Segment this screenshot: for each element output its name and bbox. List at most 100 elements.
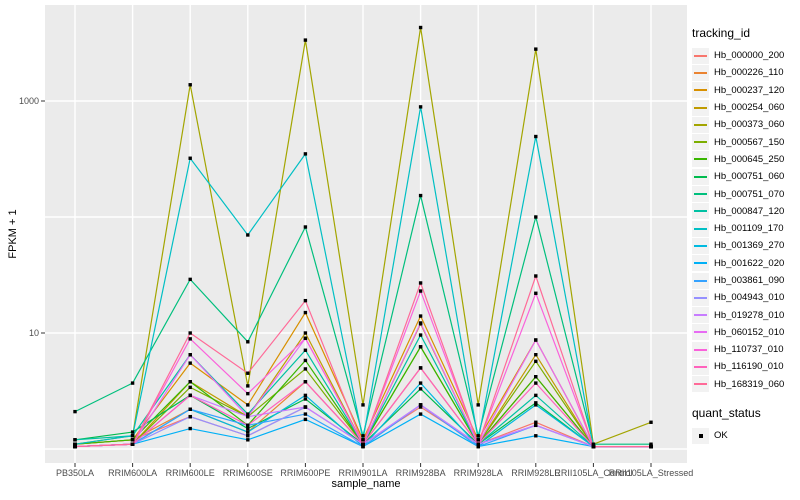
legend-key-swatch xyxy=(692,237,709,254)
legend-entry-label: Hb_000373_060 xyxy=(714,119,785,131)
legend-entry-Hb_000645_250: Hb_000645_250 xyxy=(692,151,798,168)
legend-entry-Hb_000751_060: Hb_000751_060 xyxy=(692,168,798,185)
data-point xyxy=(418,289,423,293)
legend-key-line xyxy=(694,106,707,109)
legend-entry-label: Hb_001369_270 xyxy=(714,240,785,252)
data-point xyxy=(534,134,538,139)
legend-entry-Hb_000567_150: Hb_000567_150 xyxy=(692,133,798,151)
legend-entry-label: Hb_116190_010 xyxy=(714,361,784,373)
legend-entry-Hb_110737_010: Hb_110737_010 xyxy=(692,341,798,358)
legend-key-swatch xyxy=(692,186,709,203)
data-point xyxy=(591,442,596,446)
x-tick-label: RRIM600LA xyxy=(108,468,157,478)
data-point xyxy=(188,414,192,419)
legend-key-line xyxy=(694,365,707,368)
data-point xyxy=(188,407,192,411)
data-point xyxy=(188,337,192,341)
data-point xyxy=(534,381,538,385)
legend-entry-label: Hb_000000_200 xyxy=(714,50,785,62)
legend-entry-Hb_000373_060: Hb_000373_060 xyxy=(692,116,798,133)
x-tick-label: RRIM901LA xyxy=(338,468,387,478)
y-axis-title: FPKM + 1 xyxy=(7,209,19,259)
legend-entry-label: Hb_000237_120 xyxy=(714,84,785,96)
data-point xyxy=(418,105,423,109)
data-point xyxy=(246,233,250,237)
data-point xyxy=(476,434,480,438)
legend-quant-status-block: quant_status OK xyxy=(692,406,798,444)
data-point xyxy=(418,321,423,325)
data-point xyxy=(303,393,308,398)
x-axis-title: sample_name xyxy=(331,478,401,490)
x-tick-label: RRIM600PE xyxy=(280,468,330,478)
legend-key-line xyxy=(694,89,707,92)
data-point xyxy=(418,403,423,407)
legend-entry-label: Hb_110737_010 xyxy=(714,344,784,356)
data-point xyxy=(418,387,423,391)
legend-key-line xyxy=(694,71,707,74)
legend-entry-label: Hb_001622_020 xyxy=(714,257,785,269)
data-point xyxy=(534,403,538,407)
quant-entries: OK xyxy=(692,427,798,444)
legend-key-line xyxy=(694,331,707,334)
data-point xyxy=(303,38,308,42)
data-point xyxy=(534,423,538,428)
legend-entries: Hb_000000_200 Hb_000226_110 Hb_000237_120 H… xyxy=(692,47,798,393)
legend-entry-label: Hb_060152_010 xyxy=(714,326,785,338)
data-point xyxy=(188,380,192,384)
legend-key-swatch xyxy=(692,203,709,220)
data-point xyxy=(418,405,423,409)
data-point xyxy=(649,442,653,446)
data-point xyxy=(476,438,480,442)
data-point xyxy=(361,403,365,407)
legend-key-swatch xyxy=(692,324,709,341)
data-point xyxy=(188,331,192,335)
data-point xyxy=(246,438,250,442)
legend-entry-label: Hb_168319_060 xyxy=(714,378,785,390)
legend-key-line xyxy=(694,279,707,282)
legend-key-swatch xyxy=(692,376,709,393)
data-point xyxy=(188,385,192,390)
data-point xyxy=(534,291,538,295)
data-point xyxy=(418,193,423,198)
legend-key-line xyxy=(694,348,707,351)
legend-entry-Hb_001109_170: Hb_001109_170 xyxy=(692,220,798,237)
legend-entry-label: Hb_000254_060 xyxy=(714,102,785,114)
data-point xyxy=(246,423,250,428)
data-point xyxy=(303,336,308,341)
data-point xyxy=(534,401,538,405)
data-point xyxy=(303,417,308,422)
legend-entry-Hb_000254_060: Hb_000254_060 xyxy=(692,99,798,116)
data-point xyxy=(246,391,250,396)
data-point xyxy=(534,215,538,219)
legend-key-swatch xyxy=(692,82,709,99)
x-tick-label: RRII105LA_Stressed xyxy=(609,468,694,478)
legend-entry-Hb_000847_120: Hb_000847_120 xyxy=(692,203,798,220)
data-point xyxy=(418,281,423,285)
data-point xyxy=(476,444,480,449)
legend-key-line xyxy=(694,141,707,144)
data-point xyxy=(130,434,135,438)
data-point xyxy=(303,405,308,409)
legend-key-swatch xyxy=(692,358,709,375)
legend-key-line xyxy=(694,314,707,317)
data-point xyxy=(418,25,423,30)
legend-key-swatch xyxy=(692,47,709,64)
data-point xyxy=(649,420,653,424)
legend-entry-label: Hb_004943_010 xyxy=(714,292,785,304)
legend: tracking_id Hb_000000_200 Hb_000226_110 Hb… xyxy=(692,26,798,444)
legend-title-tracking-id: tracking_id xyxy=(692,26,751,40)
legend-entry-label: Hb_003861_090 xyxy=(714,275,785,286)
data-point xyxy=(476,403,480,407)
data-point xyxy=(534,338,538,342)
y-tick-label: 1000 xyxy=(19,96,39,106)
x-tick-label: RRIM600LE xyxy=(166,468,215,478)
legend-key-line xyxy=(694,227,707,230)
legend-key-line xyxy=(694,296,707,299)
legend-entry-Hb_116190_010: Hb_116190_010 xyxy=(692,358,798,375)
data-point xyxy=(188,277,192,282)
data-point xyxy=(246,371,250,375)
legend-entry-Hb_000226_110: Hb_000226_110 xyxy=(692,64,798,81)
data-point xyxy=(476,442,480,446)
y-tick-label: 10 xyxy=(29,328,39,338)
